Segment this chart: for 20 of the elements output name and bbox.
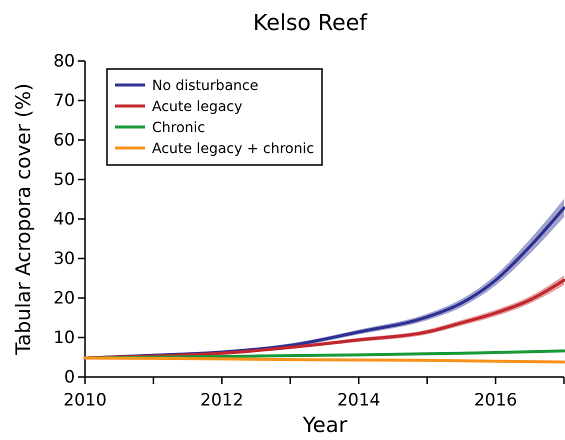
legend-label: Acute legacy [152,99,242,115]
x-tick-label: 2014 [337,390,380,411]
y-tick-label: 60 [53,130,75,150]
y-tick-label: 30 [53,248,75,269]
y-tick-label: 40 [53,209,75,230]
legend-label: Acute legacy + chronic [152,141,314,157]
y-tick-label: 20 [53,288,75,308]
y-tick-label: 80 [53,51,75,72]
x-tick-label: 2016 [474,390,518,411]
legend-label: No disturbance [152,78,258,94]
y-tick-label: 70 [53,90,75,111]
y-tick-label: 50 [53,170,75,190]
x-tick-label: 2010 [63,390,107,411]
y-tick-label: 0 [64,367,75,388]
chart-title: Kelso Reef [252,11,368,36]
y-tick-label: 10 [53,328,75,348]
legend-label: Chronic [152,120,206,136]
x-tick-label: 2012 [200,390,244,411]
x-axis-title: Year [302,413,348,437]
y-axis-title: Tabular Acropora cover (%) [11,83,35,356]
